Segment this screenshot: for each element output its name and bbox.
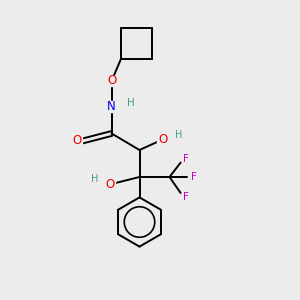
Text: H: H <box>91 174 98 184</box>
Bar <box>157 135 168 144</box>
Text: F: F <box>183 191 189 202</box>
Text: H: H <box>127 98 134 109</box>
Text: O: O <box>105 178 114 191</box>
Text: F: F <box>183 154 189 164</box>
Bar <box>72 136 83 146</box>
Text: N: N <box>107 100 116 113</box>
Text: F: F <box>190 172 196 182</box>
Text: O: O <box>107 74 116 88</box>
Text: O: O <box>158 133 167 146</box>
Text: O: O <box>73 134 82 148</box>
Text: H: H <box>175 130 182 140</box>
Bar <box>104 180 115 189</box>
Bar <box>106 76 117 86</box>
Bar <box>106 101 117 112</box>
